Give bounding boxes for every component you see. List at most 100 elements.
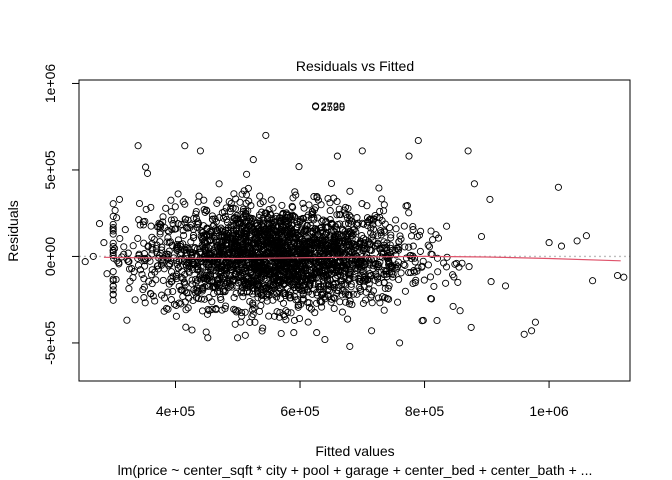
- residual-point: [345, 291, 353, 299]
- residual-point: [159, 213, 167, 221]
- residual-point: [167, 296, 175, 304]
- residual-point: [159, 258, 167, 266]
- residual-point: [253, 221, 261, 229]
- residual-point: [205, 294, 213, 302]
- y-axis-label: Residuals: [5, 200, 21, 261]
- residual-point: [409, 222, 417, 231]
- residual-point: [308, 272, 317, 280]
- residual-point: [259, 282, 267, 291]
- residual-point: [360, 260, 368, 268]
- residual-point: [142, 163, 150, 171]
- residual-point: [394, 298, 402, 306]
- residual-point: [109, 268, 117, 276]
- residual-point: [226, 277, 234, 285]
- residual-point: [428, 250, 436, 259]
- residual-point: [284, 247, 292, 255]
- residual-point: [123, 316, 131, 324]
- residual-point: [257, 301, 265, 310]
- residual-point: [155, 219, 163, 227]
- residual-point: [199, 254, 207, 262]
- residual-point: [293, 282, 301, 290]
- residual-point: [228, 224, 236, 232]
- residual-point: [126, 277, 134, 285]
- residual-point: [198, 285, 206, 294]
- residual-point: [284, 233, 292, 241]
- residual-point: [185, 294, 193, 302]
- residual-point: [235, 268, 243, 276]
- residual-point: [306, 253, 314, 261]
- residual-point: [213, 243, 221, 251]
- residual-point: [217, 224, 225, 232]
- residual-point: [582, 232, 590, 240]
- residual-point: [308, 290, 316, 298]
- residual-point: [360, 220, 368, 228]
- residual-point: [214, 261, 222, 269]
- residual-point: [324, 285, 332, 293]
- residual-point: [258, 270, 266, 278]
- residual-point: [352, 252, 361, 260]
- residual-point: [297, 215, 305, 223]
- residual-point: [187, 238, 195, 246]
- residual-point: [199, 274, 207, 282]
- residual-point: [342, 211, 350, 219]
- residual-point: [409, 226, 417, 234]
- residual-point: [164, 226, 172, 235]
- residual-point: [184, 224, 192, 232]
- residual-point: [380, 271, 388, 279]
- residual-point: [225, 197, 233, 206]
- residual-point: [123, 255, 131, 263]
- residual-point: [299, 295, 307, 303]
- residual-point: [432, 231, 440, 239]
- residual-point: [153, 262, 161, 270]
- residual-point: [218, 248, 226, 257]
- residual-point: [172, 301, 180, 309]
- residual-point: [218, 306, 226, 314]
- residual-point: [215, 274, 223, 282]
- plot-frame: [78, 79, 631, 382]
- residual-point: [288, 227, 296, 235]
- residual-point: [109, 277, 117, 285]
- residual-point: [320, 263, 329, 271]
- residual-point: [181, 281, 189, 289]
- residual-point: [234, 307, 242, 315]
- residual-point: [358, 147, 366, 155]
- residual-point: [230, 242, 238, 250]
- residual-point: [280, 237, 288, 245]
- residual-point: [465, 263, 473, 271]
- residual-point: [296, 285, 304, 294]
- residual-point: [291, 188, 299, 196]
- residual-point: [157, 256, 165, 264]
- residual-point: [356, 285, 365, 293]
- residual-point: [381, 228, 389, 236]
- residual-point: [157, 249, 165, 257]
- residual-point: [326, 268, 334, 276]
- residual-point: [204, 282, 213, 290]
- residual-point: [348, 229, 356, 237]
- residual-point: [298, 248, 306, 257]
- residual-point: [369, 221, 377, 229]
- residual-point: [326, 207, 334, 215]
- residual-point: [172, 257, 181, 265]
- residual-point: [278, 201, 286, 209]
- residual-point: [240, 266, 248, 274]
- residual-point: [342, 265, 350, 273]
- residual-point: [342, 257, 350, 265]
- residual-point: [156, 230, 164, 238]
- residual-point: [415, 231, 423, 239]
- residual-point: [319, 272, 328, 280]
- residual-point: [425, 243, 434, 251]
- residual-point: [386, 252, 394, 260]
- residual-point: [186, 262, 194, 271]
- residual-point: [232, 230, 240, 238]
- residual-point: [573, 237, 581, 245]
- residual-point: [284, 308, 292, 316]
- residual-point: [142, 205, 150, 213]
- residual-point: [103, 270, 111, 278]
- residual-point: [310, 214, 318, 222]
- residual-point: [173, 275, 181, 283]
- residual-point: [189, 231, 198, 239]
- residual-point: [345, 211, 353, 219]
- residual-point: [234, 334, 242, 342]
- residual-point: [260, 237, 268, 245]
- residual-point: [182, 261, 191, 269]
